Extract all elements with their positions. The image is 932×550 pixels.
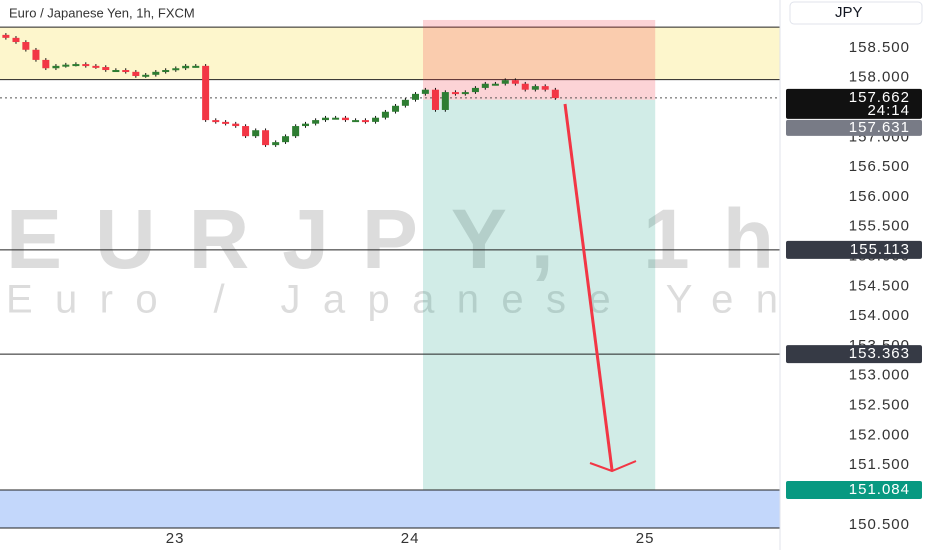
candle-body <box>272 142 280 146</box>
stop-zone <box>423 19 656 100</box>
entry-tag: 157.631 <box>849 119 910 136</box>
candle-body <box>172 68 180 71</box>
last-price-tag: 157.662 <box>849 89 910 106</box>
x-tick-label: 24 <box>401 530 420 547</box>
candle-body <box>152 71 160 75</box>
candle-body <box>262 130 270 146</box>
candle-body <box>431 89 439 110</box>
candle-body <box>82 64 90 67</box>
candle-body <box>182 65 190 69</box>
candle-body <box>52 65 60 69</box>
target-zone <box>423 99 656 490</box>
y-tick-label: 150.500 <box>849 516 910 533</box>
level-tag: 153.363 <box>849 345 910 362</box>
candle-body <box>32 49 40 60</box>
candle-body <box>12 37 20 43</box>
candle-body <box>471 87 479 93</box>
arrow-head <box>589 460 637 473</box>
candle-body <box>521 83 529 90</box>
candle-body <box>282 136 290 143</box>
candle-body <box>132 71 140 76</box>
chart-title: Euro / Japanese Yen, 1h, FXCM <box>9 5 195 20</box>
candle-body <box>112 70 120 73</box>
candle-body <box>381 111 389 118</box>
candle-body <box>531 86 539 90</box>
y-tick-label: 155.500 <box>849 218 910 235</box>
candle-body <box>72 64 80 67</box>
candle-body <box>501 80 509 84</box>
candle-body <box>441 92 449 110</box>
candle-body <box>142 74 150 77</box>
candle-body <box>341 117 349 121</box>
candle-body <box>421 89 429 94</box>
zone <box>0 27 780 80</box>
y-tick-label: 154.500 <box>849 277 910 294</box>
y-tick-label: 152.500 <box>849 397 910 414</box>
y-tick-label: 158.000 <box>849 69 910 86</box>
y-tick-label: 151.500 <box>849 456 910 473</box>
candle-body <box>392 105 400 112</box>
candle-body <box>352 120 360 123</box>
candle-body <box>321 117 329 121</box>
candle-body <box>222 121 230 124</box>
candle-body <box>122 70 130 73</box>
x-tick-label: 25 <box>636 530 655 547</box>
candle-body <box>22 42 30 50</box>
level-tag-bg <box>786 240 922 259</box>
trade-arrow <box>563 103 637 473</box>
candle-body <box>461 92 469 95</box>
y-tick-label: 153.000 <box>849 367 910 384</box>
level-tag: 155.113 <box>850 241 910 258</box>
y-tick-label: 156.000 <box>849 188 910 205</box>
candle-body <box>162 70 170 73</box>
candle-body <box>2 34 10 38</box>
level-tag-bg <box>786 480 922 499</box>
candle-body <box>302 123 310 127</box>
candle-body <box>491 83 499 86</box>
candle-body <box>361 120 369 123</box>
y-tick-label: 158.500 <box>849 39 910 56</box>
currency-button-bg[interactable] <box>789 1 923 25</box>
candle-body <box>401 99 409 106</box>
candle-body <box>192 65 200 68</box>
y-tick-label: 156.500 <box>849 158 910 175</box>
x-tick-label: 23 <box>166 530 185 547</box>
candle-body <box>232 123 240 127</box>
countdown: 24:14 <box>867 102 910 119</box>
candle-body <box>242 126 250 137</box>
entry-tag-bg <box>786 119 922 136</box>
candle-body <box>541 86 549 90</box>
candle-body <box>292 126 300 137</box>
currency-button[interactable]: JPY <box>835 4 863 21</box>
candle-body <box>202 65 210 121</box>
y-tick-label: 152.000 <box>849 426 910 443</box>
level-tag: 151.084 <box>849 481 910 498</box>
candle-body <box>62 64 70 67</box>
candle-body <box>42 59 50 69</box>
candle-body <box>551 89 559 99</box>
y-tick-label: 154.000 <box>849 307 910 324</box>
level-tag-bg <box>786 345 922 364</box>
candle-body <box>411 93 419 100</box>
zone <box>0 489 780 528</box>
candle-body <box>252 130 260 137</box>
candle-body <box>511 80 519 84</box>
arrow-shaft <box>563 103 614 471</box>
candle-body <box>312 120 320 124</box>
candle-body <box>212 120 220 123</box>
watermark: EURJPY, 1h <box>6 192 774 286</box>
last-price-tag-bg <box>786 88 922 119</box>
candle-body <box>451 92 459 95</box>
candle-body <box>481 83 489 88</box>
candle-body <box>102 67 110 71</box>
candle-body <box>92 65 100 68</box>
candle-body <box>332 117 340 120</box>
candle-body <box>372 117 380 122</box>
